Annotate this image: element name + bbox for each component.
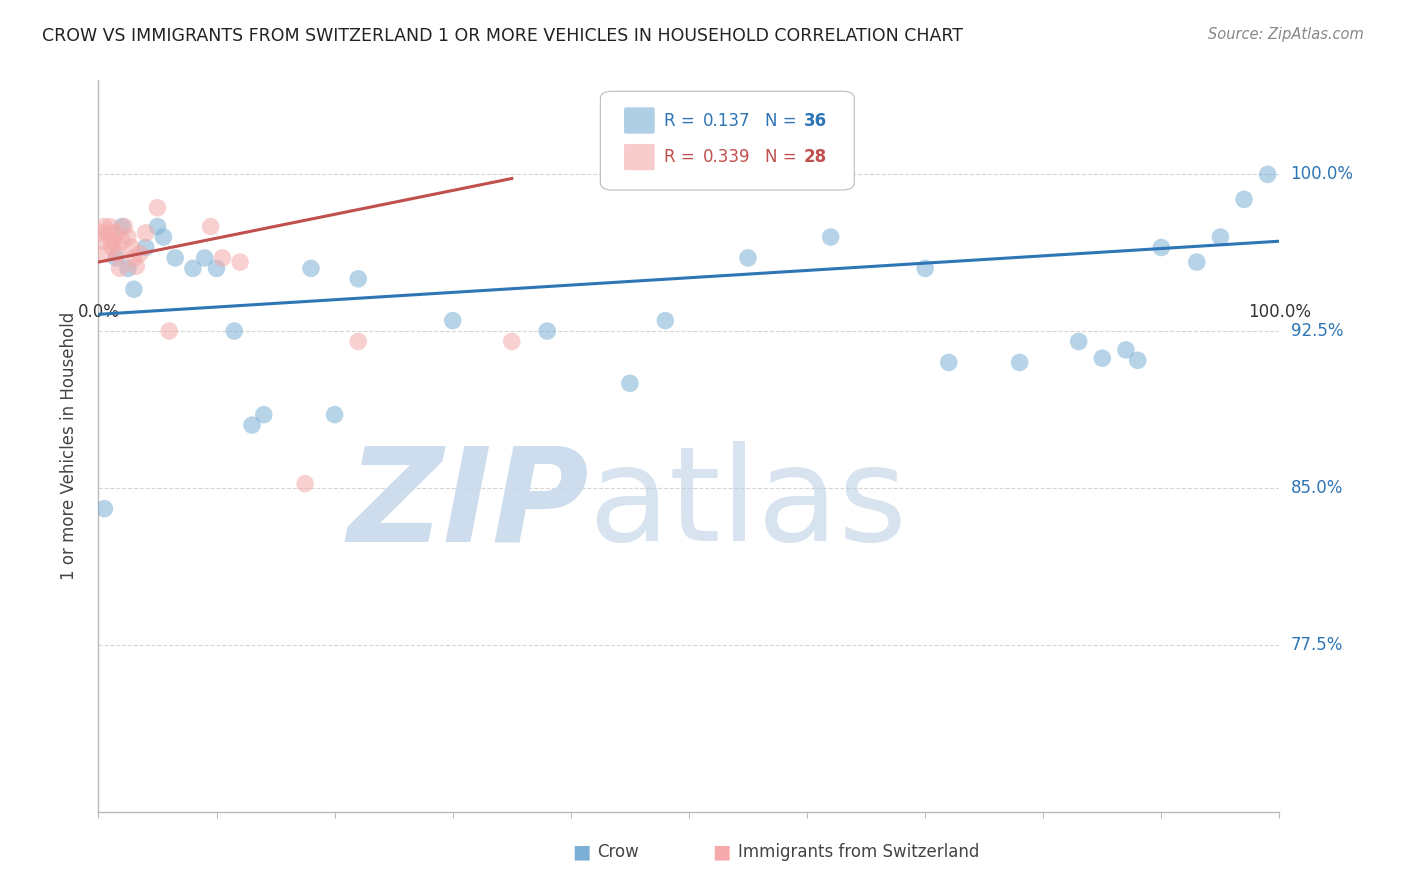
Point xyxy=(90,226,112,240)
Text: 36: 36 xyxy=(803,112,827,129)
Point xyxy=(253,408,276,422)
Point xyxy=(501,334,523,349)
Point xyxy=(101,240,124,254)
Point xyxy=(914,261,936,276)
Text: 100.0%: 100.0% xyxy=(1249,303,1310,321)
Point xyxy=(94,246,117,260)
Point xyxy=(117,230,139,244)
Point xyxy=(111,219,134,234)
Point xyxy=(91,234,114,248)
Point xyxy=(108,261,131,276)
Point xyxy=(536,324,558,338)
Point xyxy=(103,234,125,248)
Text: 0.339: 0.339 xyxy=(703,148,751,166)
Point xyxy=(122,282,145,296)
Text: atlas: atlas xyxy=(589,441,907,568)
Point xyxy=(122,251,145,265)
Point xyxy=(1091,351,1114,366)
FancyBboxPatch shape xyxy=(624,107,655,134)
Point xyxy=(938,355,960,369)
Text: 92.5%: 92.5% xyxy=(1291,322,1343,340)
Point xyxy=(97,226,120,240)
Point xyxy=(820,230,842,244)
Point xyxy=(165,251,187,265)
Point xyxy=(347,272,370,286)
Point xyxy=(100,234,122,248)
Point xyxy=(737,251,759,265)
Point xyxy=(152,230,174,244)
Point xyxy=(240,418,263,433)
Point xyxy=(135,226,157,240)
Text: N =: N = xyxy=(765,112,801,129)
Point xyxy=(105,246,128,260)
Point xyxy=(1257,167,1279,181)
Point xyxy=(105,226,128,240)
Point xyxy=(1008,355,1031,369)
Point xyxy=(294,476,316,491)
Point xyxy=(181,261,204,276)
Text: 0.137: 0.137 xyxy=(703,112,751,129)
Point xyxy=(1067,334,1090,349)
Text: CROW VS IMMIGRANTS FROM SWITZERLAND 1 OR MORE VEHICLES IN HOUSEHOLD CORRELATION : CROW VS IMMIGRANTS FROM SWITZERLAND 1 OR… xyxy=(42,27,963,45)
Point xyxy=(93,501,115,516)
Point xyxy=(146,219,169,234)
Point xyxy=(93,219,115,234)
Text: 85.0%: 85.0% xyxy=(1291,479,1343,497)
Point xyxy=(146,201,169,215)
Point xyxy=(105,251,128,265)
Text: Source: ZipAtlas.com: Source: ZipAtlas.com xyxy=(1208,27,1364,42)
Point xyxy=(194,251,217,265)
Point xyxy=(125,260,148,274)
Text: 28: 28 xyxy=(803,148,827,166)
Point xyxy=(128,246,150,260)
Text: ■: ■ xyxy=(713,842,731,862)
Point xyxy=(441,313,464,327)
Text: 0.0%: 0.0% xyxy=(77,303,120,321)
Point xyxy=(205,261,228,276)
Point xyxy=(157,324,180,338)
Y-axis label: 1 or more Vehicles in Household: 1 or more Vehicles in Household xyxy=(59,312,77,580)
Point xyxy=(619,376,641,391)
Point xyxy=(117,261,139,276)
Text: R =: R = xyxy=(664,148,700,166)
Point xyxy=(211,251,233,265)
Point xyxy=(347,334,370,349)
Point xyxy=(98,219,121,234)
Point xyxy=(1185,255,1208,269)
Text: 100.0%: 100.0% xyxy=(1291,165,1354,184)
Point xyxy=(229,255,252,269)
Text: ■: ■ xyxy=(572,842,591,862)
Point xyxy=(1209,230,1232,244)
Point xyxy=(1126,353,1149,368)
Point xyxy=(1233,193,1256,207)
Text: ZIP: ZIP xyxy=(347,441,589,568)
Point xyxy=(112,219,135,234)
Text: Crow: Crow xyxy=(598,843,640,861)
Point xyxy=(121,240,143,254)
Text: R =: R = xyxy=(664,112,700,129)
Point xyxy=(200,219,222,234)
Text: N =: N = xyxy=(765,148,801,166)
Text: 77.5%: 77.5% xyxy=(1291,635,1343,654)
Point xyxy=(299,261,322,276)
Point xyxy=(135,240,157,254)
Text: Immigrants from Switzerland: Immigrants from Switzerland xyxy=(738,843,980,861)
FancyBboxPatch shape xyxy=(624,144,655,170)
Point xyxy=(323,408,346,422)
FancyBboxPatch shape xyxy=(600,91,855,190)
Point xyxy=(1115,343,1137,357)
Point xyxy=(224,324,246,338)
Point xyxy=(654,313,676,327)
Point xyxy=(111,234,134,248)
Point xyxy=(1150,240,1173,254)
